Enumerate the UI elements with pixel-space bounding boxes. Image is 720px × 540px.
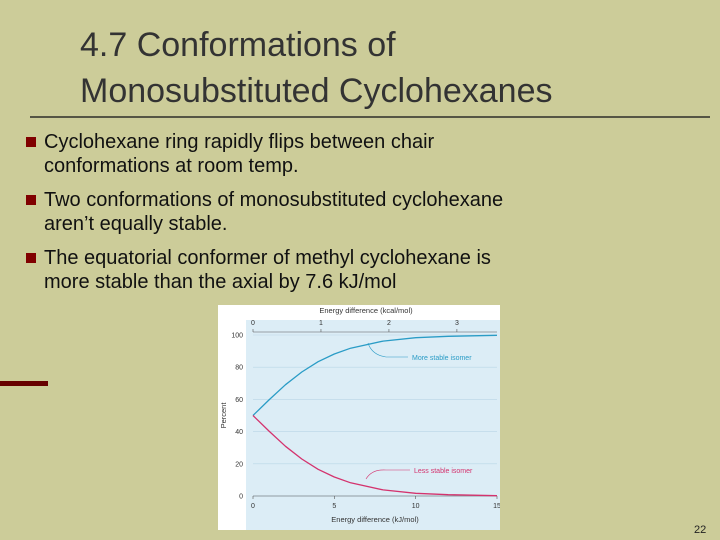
x-axis-title: Energy difference (kJ/mol) <box>331 515 419 524</box>
y-tick-label: 100 <box>231 333 243 340</box>
y-tick-label: 0 <box>239 494 243 501</box>
accent-bar <box>0 381 48 386</box>
page-number: 22 <box>694 524 707 536</box>
x2-tick-label: 1 <box>319 320 323 327</box>
x-tick-label: 0 <box>251 503 255 510</box>
y-tick-label: 80 <box>235 365 243 372</box>
bullet-text: aren’t equally stable. <box>44 213 228 235</box>
x2-tick-label: 0 <box>251 320 255 327</box>
y-axis-title: Percent <box>219 402 228 429</box>
x-tick-label: 10 <box>412 503 420 510</box>
bullet-marker <box>26 137 36 147</box>
y-tick-label: 40 <box>235 429 243 436</box>
bullet-text: Cyclohexane ring rapidly flips between c… <box>44 131 435 153</box>
bullet-text: more stable than the axial by 7.6 kJ/mol <box>44 271 397 293</box>
x2-tick-label: 3 <box>455 320 459 327</box>
bullet-list: Cyclohexane ring rapidly flips between c… <box>0 130 700 304</box>
figure: 0 20 40 60 80 100 0 5 10 15 0 1 2 3 Energy difference … <box>218 305 500 530</box>
series-line <box>252 415 498 497</box>
bullet-text: The equatorial conformer of methyl cyclo… <box>44 247 491 269</box>
series-line <box>252 334 498 416</box>
x2-axis-title: Energy difference (kcal/mol) <box>319 306 413 315</box>
bullet: Two conformations of monosubstituted cyc… <box>0 188 700 236</box>
title-line: 4.7 Conformations of <box>80 26 396 64</box>
y-tick-label: 60 <box>235 397 243 404</box>
callout-leader <box>365 469 410 480</box>
series-annotation: Less stable isomer <box>414 468 473 475</box>
x-tick-label: 5 <box>332 503 336 510</box>
bullet: The equatorial conformer of methyl cyclo… <box>0 246 700 294</box>
series-annotation: More stable isomer <box>412 355 472 362</box>
bullet-marker <box>26 195 36 205</box>
x2-tick-label: 2 <box>387 320 391 327</box>
bullet-text: Two conformations of monosubstituted cyc… <box>44 189 504 211</box>
bullet: Cyclohexane ring rapidly flips between c… <box>0 130 700 178</box>
x-tick-label: 15 <box>493 503 500 510</box>
slide-title: 4.7 Conformations of Monosubstituted Cyc… <box>80 22 553 114</box>
bullet-marker <box>26 253 36 263</box>
title-line: Monosubstituted Cyclohexanes <box>80 72 553 110</box>
y-tick-label: 20 <box>235 461 243 468</box>
bullet-text: conformations at room temp. <box>44 155 299 177</box>
title-rule <box>30 116 710 118</box>
callout-leader <box>367 342 408 358</box>
